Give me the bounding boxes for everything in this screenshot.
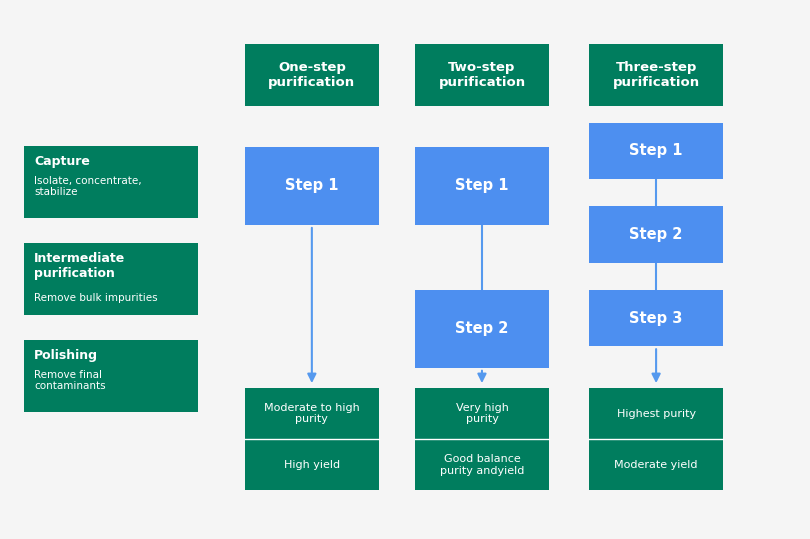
Text: High yield: High yield — [284, 460, 340, 470]
Text: Moderate to high
purity: Moderate to high purity — [264, 403, 360, 425]
FancyBboxPatch shape — [415, 388, 549, 439]
Text: Remove bulk impurities: Remove bulk impurities — [34, 293, 158, 303]
Text: Moderate yield: Moderate yield — [614, 460, 698, 470]
Text: Intermediate
purification: Intermediate purification — [34, 252, 126, 280]
Text: Remove final
contaminants: Remove final contaminants — [34, 370, 105, 391]
FancyBboxPatch shape — [245, 45, 379, 107]
Text: Three-step
purification: Three-step purification — [612, 61, 700, 89]
Text: Step 3: Step 3 — [629, 310, 683, 326]
FancyBboxPatch shape — [589, 439, 723, 490]
Text: Step 1: Step 1 — [629, 143, 683, 158]
Text: One-step
purification: One-step purification — [268, 61, 356, 89]
FancyBboxPatch shape — [24, 243, 198, 315]
Text: Capture: Capture — [34, 155, 90, 168]
Text: Polishing: Polishing — [34, 349, 98, 362]
Text: Very high
purity: Very high purity — [455, 403, 509, 425]
FancyBboxPatch shape — [415, 45, 549, 107]
Text: Isolate, concentrate,
stabilize: Isolate, concentrate, stabilize — [34, 176, 142, 197]
FancyBboxPatch shape — [24, 146, 198, 218]
FancyBboxPatch shape — [589, 45, 723, 107]
FancyBboxPatch shape — [589, 206, 723, 263]
FancyBboxPatch shape — [24, 340, 198, 412]
Text: Step 2: Step 2 — [629, 227, 683, 242]
Text: Step 2: Step 2 — [455, 321, 509, 336]
Text: Two-step
purification: Two-step purification — [438, 61, 526, 89]
Text: Good balance
purity andyield: Good balance purity andyield — [440, 454, 524, 476]
FancyBboxPatch shape — [589, 290, 723, 347]
FancyBboxPatch shape — [589, 123, 723, 179]
Text: Highest purity: Highest purity — [616, 409, 696, 419]
FancyBboxPatch shape — [415, 147, 549, 225]
FancyBboxPatch shape — [245, 388, 379, 439]
Text: Step 1: Step 1 — [455, 178, 509, 194]
FancyBboxPatch shape — [245, 439, 379, 490]
FancyBboxPatch shape — [245, 147, 379, 225]
FancyBboxPatch shape — [589, 388, 723, 439]
Text: Step 1: Step 1 — [285, 178, 339, 194]
FancyBboxPatch shape — [415, 439, 549, 490]
FancyBboxPatch shape — [415, 290, 549, 368]
